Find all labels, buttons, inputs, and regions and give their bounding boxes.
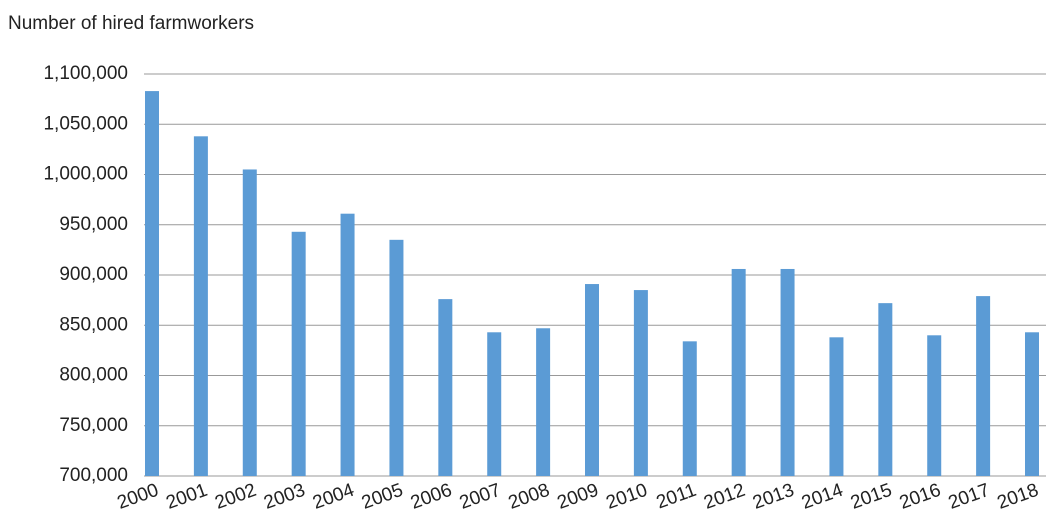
x-tick-label: 2011 <box>654 480 700 514</box>
x-tick-label: 2015 <box>848 480 895 514</box>
x-tick-label: 2001 <box>163 480 210 514</box>
bar <box>1025 332 1039 476</box>
bar <box>633 290 648 476</box>
bar <box>780 268 795 476</box>
bar <box>389 239 404 476</box>
bar <box>145 91 159 477</box>
bar <box>682 341 697 476</box>
x-tick-label: 2006 <box>408 480 455 514</box>
x-tick-label: 2013 <box>750 480 797 514</box>
bar <box>487 332 502 476</box>
x-tick-label: 2005 <box>359 480 406 514</box>
y-tick-label: 800,000 <box>59 365 128 386</box>
bar <box>585 284 599 476</box>
x-tick-label: 2009 <box>555 480 602 514</box>
bar <box>829 337 844 476</box>
x-tick-label: 2016 <box>897 480 944 514</box>
chart-title: Number of hired farmworkers <box>8 13 254 34</box>
bar <box>340 213 355 476</box>
y-tick-label: 700,000 <box>59 465 128 486</box>
x-tick-label: 2004 <box>310 480 357 514</box>
x-tick-label: 2017 <box>946 480 993 514</box>
x-tick-label: 2012 <box>701 480 748 514</box>
y-tick-label: 850,000 <box>59 314 128 335</box>
y-tick-label: 1,100,000 <box>43 63 128 84</box>
bar <box>242 169 257 476</box>
bar <box>536 328 551 476</box>
bar <box>927 335 942 476</box>
y-tick-label: 900,000 <box>59 264 128 285</box>
x-tick-label: 2010 <box>603 480 650 514</box>
bar <box>291 231 306 476</box>
bar <box>438 299 453 476</box>
x-tick-label: 2007 <box>457 480 504 514</box>
x-tick-label: 2018 <box>995 480 1042 514</box>
y-tick-label: 750,000 <box>59 415 128 436</box>
x-tick-label: 2002 <box>212 480 259 514</box>
bar <box>878 303 893 476</box>
x-tick-label: 2014 <box>799 480 846 514</box>
x-tick-label: 2008 <box>506 480 553 514</box>
bar <box>976 296 991 476</box>
x-tick-label: 2003 <box>261 480 308 514</box>
bar <box>731 268 746 476</box>
y-tick-label: 950,000 <box>59 214 128 235</box>
bar <box>193 136 208 476</box>
y-tick-label: 1,000,000 <box>43 164 128 185</box>
y-tick-label: 1,050,000 <box>43 113 128 134</box>
